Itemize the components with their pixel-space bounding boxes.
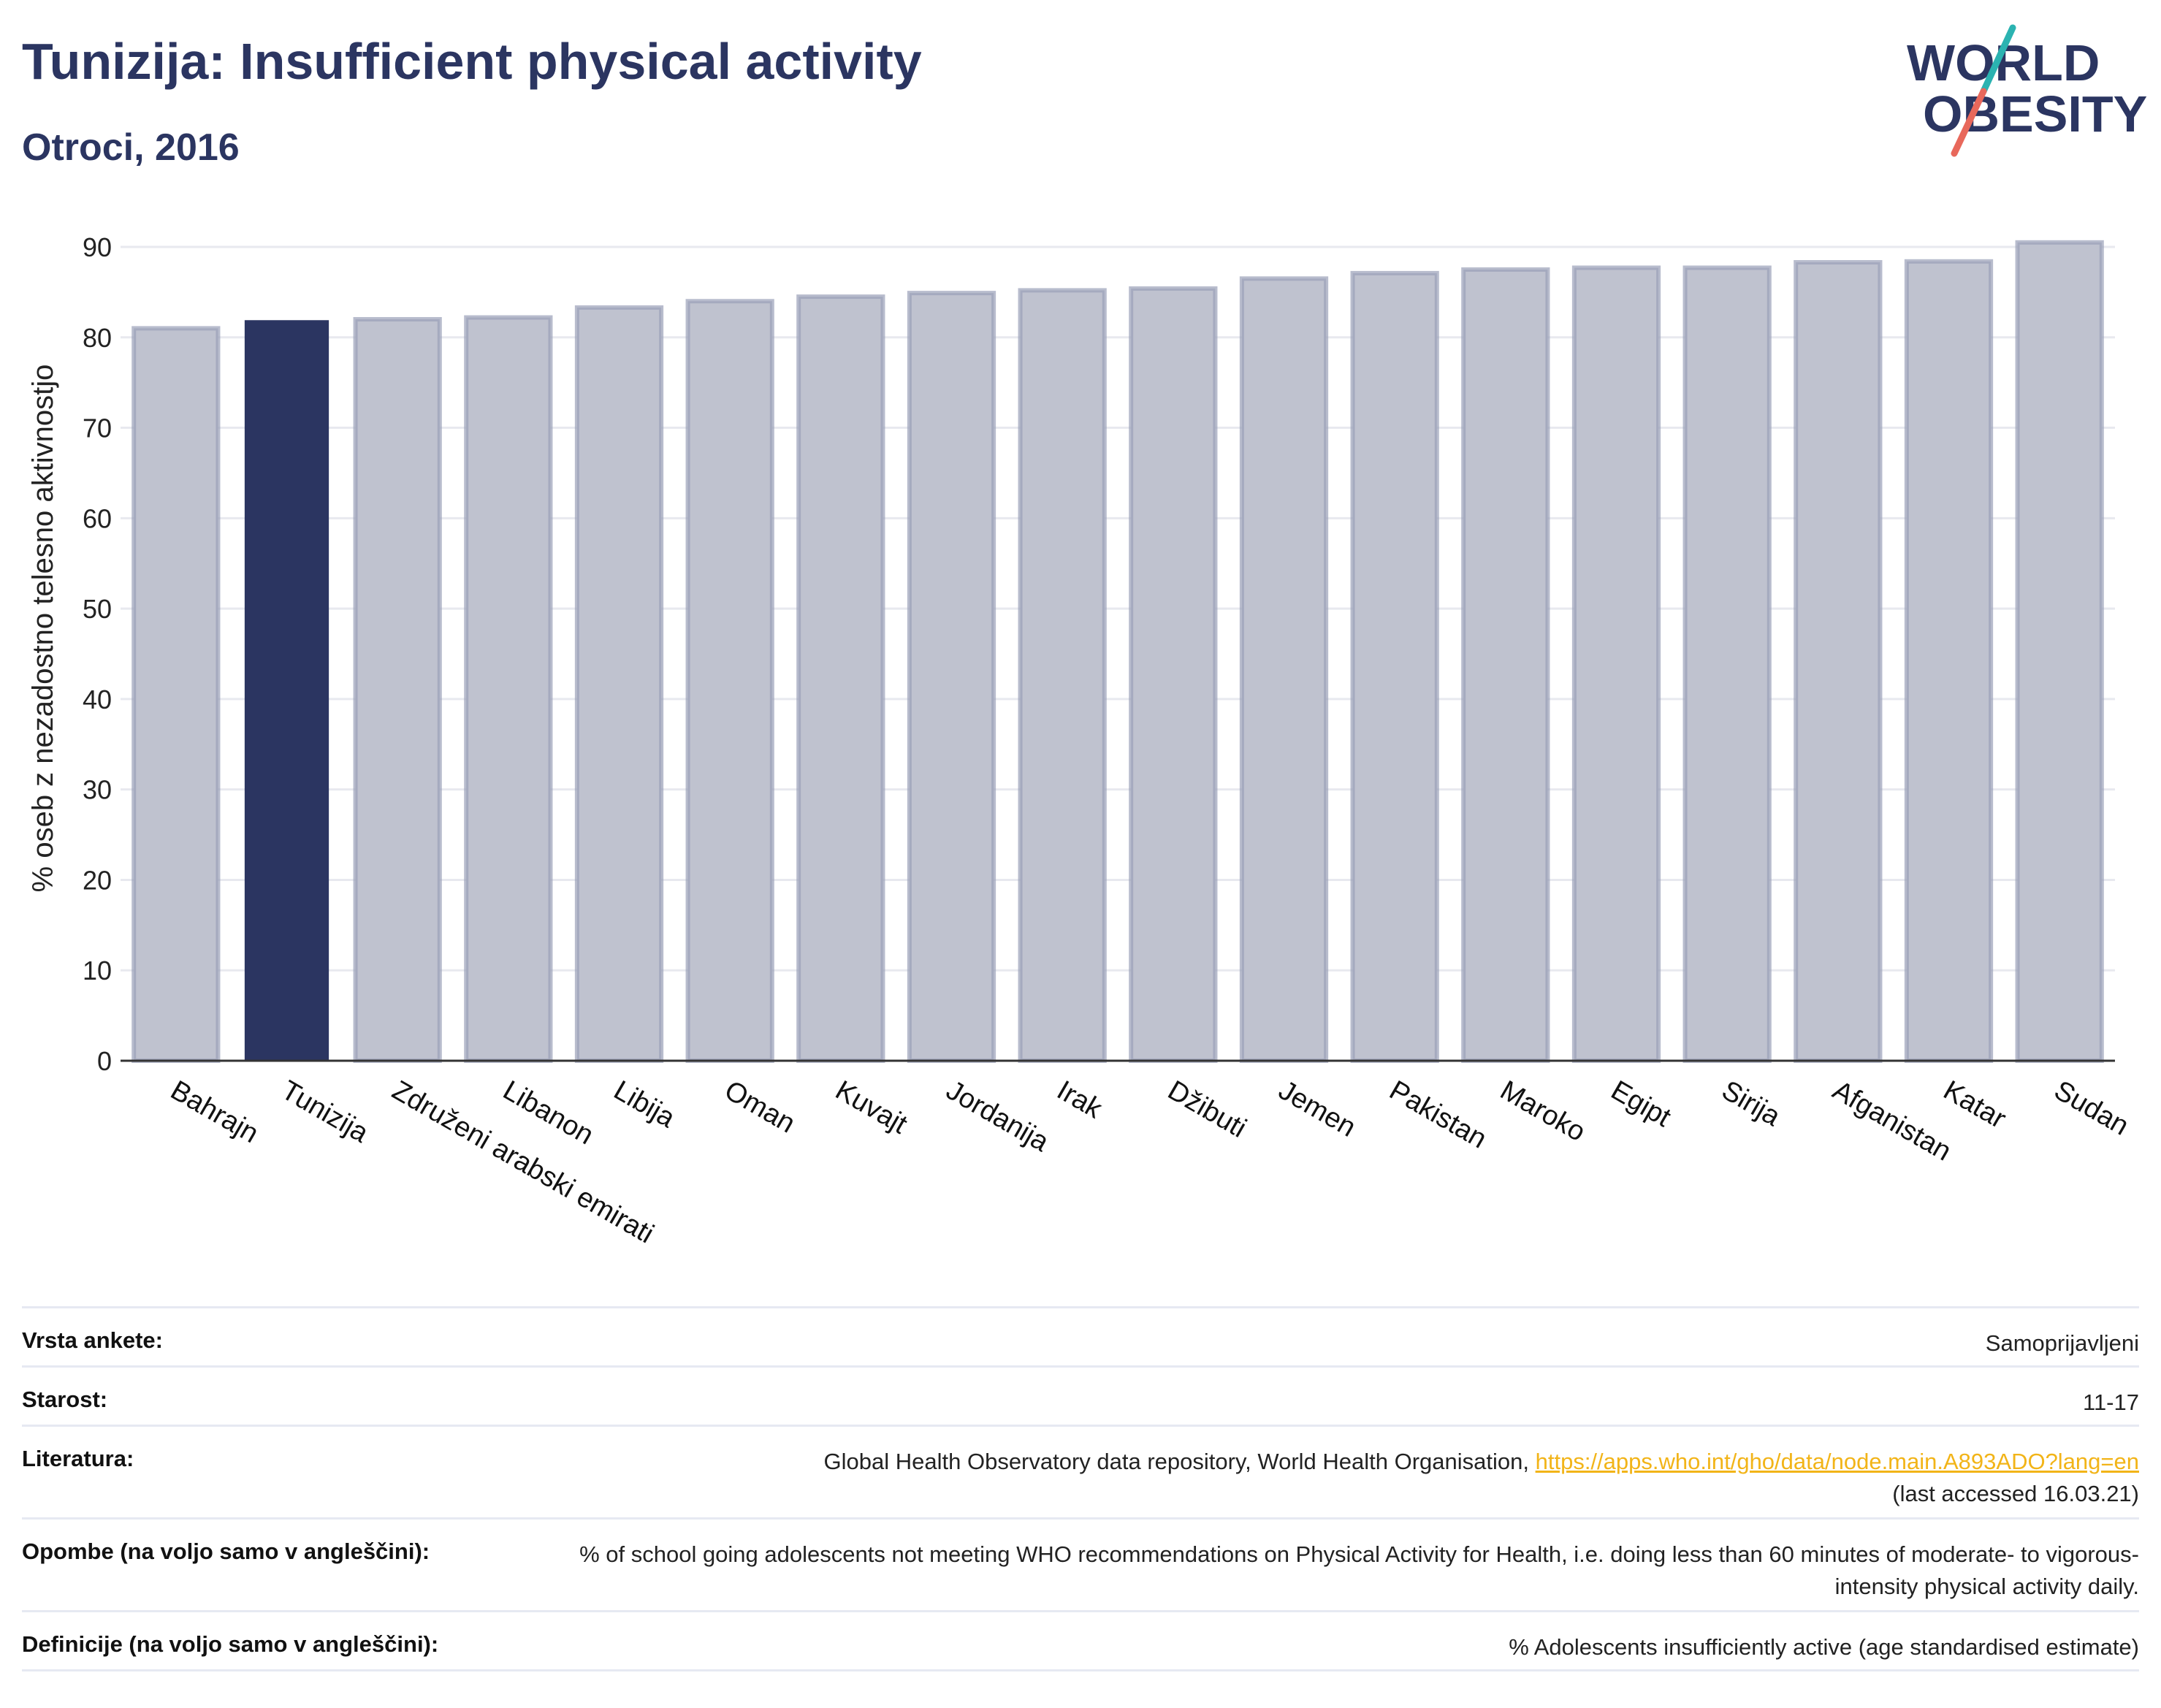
bar-chart: 0 10 20 30 40 50 60 70 80 90 Bahrajn Tunizija Združ… <box>27 232 2134 1250</box>
meta-row-reference: Literatura: Global Health Observatory da… <box>22 1425 2139 1517</box>
y-axis-ticks: 0 10 20 30 40 50 60 70 80 90 <box>83 232 112 1076</box>
reference-text: Global Health Observatory data repositor… <box>823 1449 1536 1474</box>
x-tick-label: Afganistan <box>1827 1075 1956 1167</box>
y-tick-label: 40 <box>83 685 112 714</box>
bar <box>2015 240 2104 1063</box>
x-tick-label: Irak <box>1052 1075 1108 1125</box>
x-tick-label: Maroko <box>1495 1075 1590 1148</box>
x-tick-label: Sirija <box>1717 1075 1786 1132</box>
meta-row-survey: Vrsta ankete: Samoprijavljeni <box>22 1306 2139 1365</box>
x-tick-label: Kuvajt <box>830 1075 912 1140</box>
x-tick-label: Oman <box>720 1075 801 1139</box>
reference-value: Global Health Observatory data repositor… <box>824 1446 2139 1510</box>
logo-slash-coral <box>1951 88 1987 157</box>
x-tick-label: Džibuti <box>1162 1075 1251 1143</box>
age-value: 11-17 <box>2083 1389 2139 1415</box>
meta-row-definitions: Definicije (na voljo samo v angleščini):… <box>22 1610 2139 1671</box>
y-tick-label: 30 <box>83 775 112 805</box>
y-axis-label: % oseb z nezadostno telesno aktivnostjo <box>27 365 59 893</box>
y-tick-label: 50 <box>83 594 112 624</box>
bar <box>1461 267 1550 1063</box>
x-tick-label: Jordanija <box>941 1075 1054 1158</box>
reference-link[interactable]: https://apps.who.int/gho/data/node.main.… <box>1535 1449 2139 1474</box>
x-axis-labels: Bahrajn Tunizija Združeni arabski emiratiL… <box>165 1075 2134 1249</box>
x-tick-label: Jemen <box>1273 1075 1361 1143</box>
notes-label: Opombe (na voljo samo v angleščini): <box>22 1539 430 1564</box>
x-tick-label: Katar <box>1938 1075 2011 1135</box>
bar <box>1129 286 1218 1064</box>
y-tick-label: 90 <box>83 232 112 262</box>
x-tick-label: Bahrajn <box>165 1075 263 1149</box>
bar <box>796 294 885 1064</box>
bar <box>907 291 996 1063</box>
reference-label: Literatura: <box>22 1446 134 1471</box>
reference-accessed: (last accessed 16.03.21) <box>1892 1481 2139 1506</box>
bar <box>1571 265 1661 1064</box>
y-tick-label: 10 <box>83 956 112 985</box>
bar <box>685 299 774 1063</box>
metadata-table: Vrsta ankete: Samoprijavljeni Starost: 1… <box>22 1306 2139 1671</box>
bar-highlighted <box>244 320 329 1061</box>
bar <box>1794 260 1883 1063</box>
bar <box>464 315 553 1063</box>
x-tick-label: Tunizija <box>276 1075 374 1149</box>
bar <box>353 317 442 1063</box>
y-tick-label: 70 <box>83 413 112 443</box>
meta-row-age: Starost: 11-17 <box>22 1365 2139 1425</box>
y-tick-label: 20 <box>83 865 112 895</box>
y-tick-label: 0 <box>97 1046 112 1076</box>
bar <box>1682 265 1772 1064</box>
definitions-value: % Adolescents insufficiently active (age… <box>1509 1634 2139 1660</box>
bar <box>574 305 664 1063</box>
bars <box>132 240 2104 1064</box>
x-tick-label: Egipt <box>1606 1075 1676 1133</box>
age-label: Starost: <box>22 1387 108 1412</box>
bar <box>1239 276 1329 1063</box>
x-tick-label: Libija <box>609 1075 681 1134</box>
bar <box>132 326 221 1063</box>
definitions-label: Definicije (na voljo samo v angleščini): <box>22 1631 439 1657</box>
survey-value: Samoprijavljeni <box>1985 1330 2139 1356</box>
chart-title: Tunizija: Insufficient physical activity <box>22 33 922 90</box>
x-tick-label: Pakistan <box>1384 1075 1492 1154</box>
meta-row-notes: Opombe (na voljo samo v angleščini): % o… <box>22 1517 2139 1610</box>
x-tick-label: Sudan <box>2049 1075 2134 1141</box>
survey-label: Vrsta ankete: <box>22 1327 163 1353</box>
world-obesity-logo: WORLD OBESITY <box>1907 24 2147 157</box>
y-tick-label: 60 <box>83 503 112 533</box>
logo-slash-teal <box>1980 24 2016 95</box>
bar <box>1904 259 1994 1063</box>
y-tick-label: 80 <box>83 323 112 353</box>
notes-value: % of school going adolescents not meetin… <box>579 1541 2139 1599</box>
bar <box>1018 288 1107 1063</box>
bar <box>1350 270 1439 1064</box>
chart-subtitle: Otroci, 2016 <box>22 126 240 169</box>
